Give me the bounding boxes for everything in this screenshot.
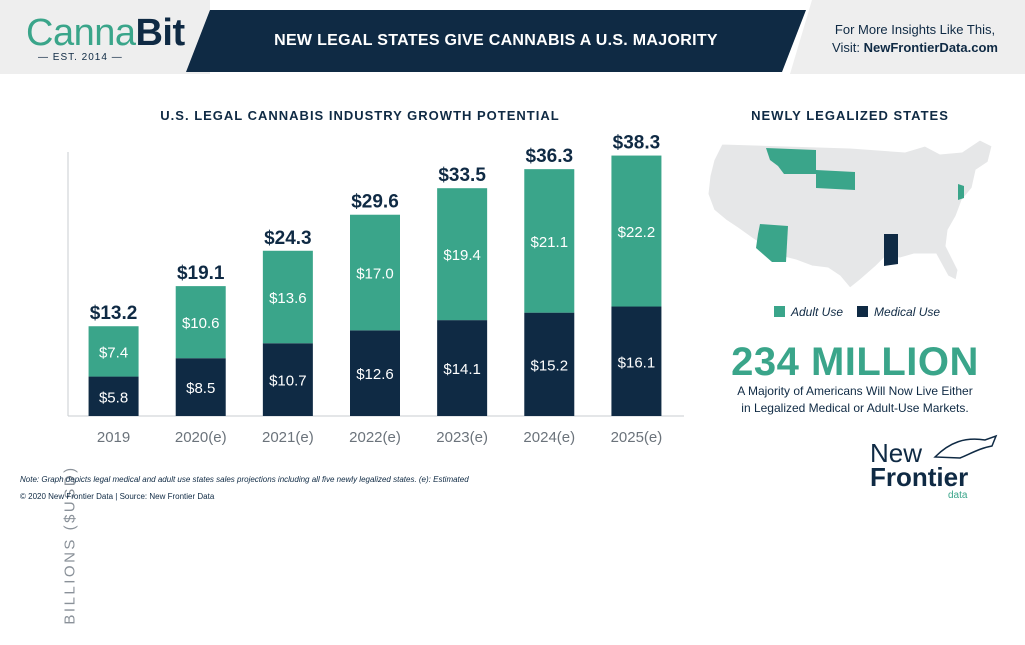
bar-adult-2024(e) — [524, 169, 575, 313]
website-link[interactable]: NewFrontierData.com — [863, 40, 998, 55]
data-label-medical-2021(e): $10.7 — [269, 373, 307, 390]
header-logo-panel — [0, 0, 210, 74]
page-title: NEW LEGAL STATES GIVE CANNABIS A U.S. MA… — [274, 32, 718, 49]
brand-line1: New — [870, 438, 923, 468]
total-label-2025(e): $38.3 — [613, 133, 661, 154]
total-label-2019: $13.2 — [90, 303, 138, 324]
bar-adult-2020(e) — [175, 286, 226, 359]
data-label-adult-2021(e): $13.6 — [269, 290, 307, 307]
new-jersey-adult-use — [958, 184, 964, 200]
bar-medical-2024(e) — [524, 312, 575, 416]
data-label-medical-2023(e): $14.1 — [443, 361, 481, 378]
arizona-adult-use — [756, 224, 788, 262]
mississippi-medical-use — [884, 234, 898, 266]
data-label-adult-2020(e): $10.6 — [182, 315, 220, 332]
data-label-medical-2025(e): $16.1 — [618, 354, 656, 371]
x-tick-label-2022(e): 2022(e) — [349, 429, 401, 446]
bar-medical-2020(e) — [175, 358, 226, 416]
brand-line3: data — [948, 490, 968, 501]
us-map-outline — [707, 139, 993, 289]
logo-established: — EST. 2014 — — [38, 52, 123, 63]
total-label-2022(e): $29.6 — [351, 192, 399, 213]
copyright: © 2020 New Frontier Data | Source: New F… — [20, 492, 215, 501]
legend-label-adult: Adult Use — [791, 305, 844, 319]
x-tick-label-2023(e): 2023(e) — [436, 429, 488, 446]
x-tick-label-2025(e): 2025(e) — [611, 429, 663, 446]
data-label-medical-2019: $5.8 — [99, 389, 128, 406]
cta-text: For More Insights Like This, — [834, 22, 996, 37]
legend-swatch-medical — [857, 306, 869, 317]
map-legend: Adult Use Medical Use — [774, 305, 940, 319]
total-label-2023(e): $33.5 — [438, 165, 486, 186]
legend-item-medical-use: Medical Use — [857, 305, 940, 319]
logo-text-part1: Canna — [26, 12, 136, 54]
bar-medical-2022(e) — [350, 330, 400, 416]
data-label-medical-2024(e): $15.2 — [531, 357, 569, 374]
legend-item-adult-use: Adult Use — [774, 305, 843, 319]
total-label-2021(e): $24.3 — [264, 228, 312, 249]
bar-medical-2021(e) — [262, 343, 313, 416]
data-label-medical-2020(e): $8.5 — [186, 380, 215, 397]
data-label-adult-2023(e): $19.4 — [443, 247, 481, 264]
population-stat: 234 MILLION — [731, 340, 979, 384]
stat-description-line1: A Majority of Americans Will Now Live Ei… — [737, 384, 973, 398]
x-tick-label-2021(e): 2021(e) — [262, 429, 314, 446]
x-tick-label-2020(e): 2020(e) — [175, 429, 227, 446]
total-label-2020(e): $19.1 — [177, 263, 225, 284]
x-tick-label-2024(e): 2024(e) — [523, 429, 575, 446]
legend-swatch-adult — [774, 306, 785, 317]
horse-icon — [933, 434, 998, 459]
x-tick-label-2019: 2019 — [97, 429, 130, 446]
south-dakota-adult-use — [816, 170, 855, 190]
data-label-adult-2025(e): $22.2 — [618, 224, 656, 241]
bar-medical-2025(e) — [611, 306, 662, 416]
bar-adult-2021(e) — [262, 250, 313, 344]
us-map — [707, 139, 993, 289]
bar-chart: $5.8 $7.4 $13.2 2019 $8.5 $10.6 $19.1 2020(e) $1… — [67, 133, 684, 446]
bar-medical-2019 — [88, 376, 139, 416]
montana-adult-use — [766, 148, 816, 174]
data-label-adult-2019: $7.4 — [99, 344, 128, 361]
data-label-adult-2022(e): $17.0 — [356, 266, 394, 283]
header-title-banner — [186, 10, 806, 72]
header: CannaBit — EST. 2014 — NEW LEGAL STATES … — [0, 0, 1025, 74]
bar-adult-2022(e) — [350, 214, 400, 331]
cta-prefix: Visit: — [832, 40, 864, 55]
chart-title: U.S. LEGAL CANNABIS INDUSTRY GROWTH POTE… — [160, 108, 560, 123]
data-label-medical-2022(e): $12.6 — [356, 366, 394, 383]
total-label-2024(e): $36.3 — [526, 146, 574, 167]
bar-adult-2025(e) — [611, 155, 662, 307]
bar-adult-2019 — [88, 326, 139, 377]
bar-adult-2023(e) — [437, 188, 488, 321]
map-title: NEWLY LEGALIZED STATES — [751, 108, 949, 123]
header-cta-panel — [790, 0, 1025, 74]
cannabit-logo[interactable]: CannaBit — [26, 14, 185, 52]
cta-link-line: Visit: NewFrontierData.com — [815, 40, 1015, 55]
footnote: Note: Graph depicts legal medical and ad… — [20, 475, 469, 484]
stat-description-line2: in Legalized Medical or Adult-Use Market… — [741, 401, 969, 415]
brand-line2: Frontier — [870, 462, 969, 492]
logo-text-part2: Bit — [135, 12, 185, 54]
legend-label-medical: Medical Use — [874, 305, 941, 319]
bar-medical-2023(e) — [437, 320, 488, 416]
data-label-adult-2024(e): $21.1 — [531, 234, 569, 251]
